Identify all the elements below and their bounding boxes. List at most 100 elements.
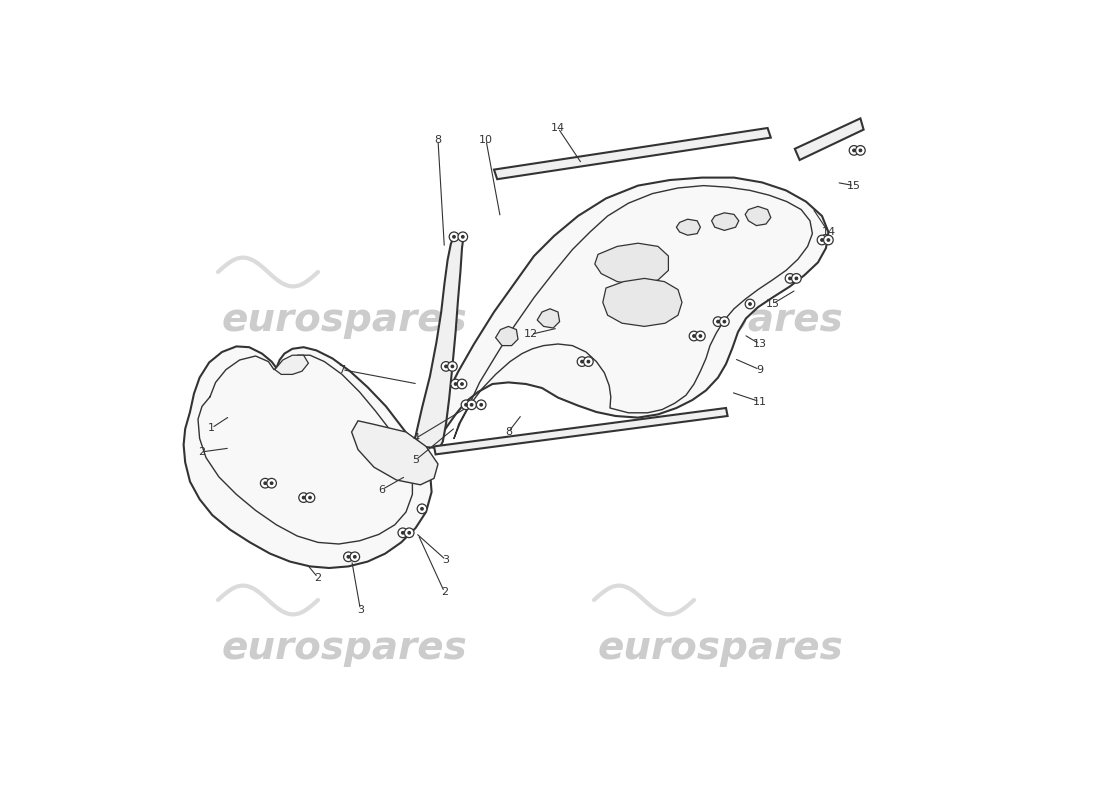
Text: 2: 2	[441, 587, 448, 597]
Polygon shape	[275, 355, 308, 374]
Polygon shape	[434, 408, 727, 454]
Circle shape	[271, 482, 273, 484]
Circle shape	[348, 555, 350, 558]
Text: 13: 13	[752, 339, 767, 349]
Polygon shape	[795, 118, 864, 160]
Text: 3: 3	[442, 555, 450, 565]
Circle shape	[353, 555, 356, 558]
Circle shape	[849, 146, 859, 155]
Circle shape	[309, 496, 311, 499]
Circle shape	[441, 362, 451, 371]
Circle shape	[581, 360, 583, 362]
Circle shape	[827, 238, 829, 242]
Circle shape	[267, 478, 276, 488]
Circle shape	[454, 383, 456, 386]
Polygon shape	[184, 346, 431, 568]
Polygon shape	[496, 326, 518, 346]
Circle shape	[792, 274, 801, 283]
Text: 14: 14	[551, 123, 565, 133]
Circle shape	[723, 321, 726, 322]
Text: 12: 12	[524, 330, 538, 339]
Circle shape	[453, 235, 455, 238]
Circle shape	[859, 149, 861, 152]
Text: eurospares: eurospares	[598, 629, 844, 667]
Circle shape	[480, 403, 483, 406]
Text: eurospares: eurospares	[598, 301, 844, 339]
Circle shape	[476, 400, 486, 410]
Circle shape	[717, 321, 719, 322]
Circle shape	[408, 532, 410, 534]
Polygon shape	[676, 219, 701, 235]
Circle shape	[824, 235, 833, 245]
Circle shape	[350, 552, 360, 562]
Circle shape	[451, 379, 461, 389]
Circle shape	[302, 496, 305, 499]
Text: 9: 9	[756, 365, 763, 374]
Polygon shape	[434, 178, 828, 444]
Circle shape	[449, 232, 459, 242]
Circle shape	[690, 331, 698, 341]
Circle shape	[587, 360, 590, 362]
Text: eurospares: eurospares	[222, 629, 468, 667]
Text: 2: 2	[315, 573, 321, 582]
Circle shape	[444, 365, 448, 367]
Circle shape	[471, 403, 473, 406]
Circle shape	[749, 302, 751, 305]
Text: 8: 8	[505, 427, 512, 437]
Circle shape	[745, 299, 755, 309]
Circle shape	[695, 331, 705, 341]
Text: 6: 6	[378, 485, 385, 494]
Circle shape	[461, 383, 463, 386]
Text: eurospares: eurospares	[222, 301, 468, 339]
Circle shape	[789, 277, 791, 280]
Text: 7: 7	[339, 365, 345, 374]
Circle shape	[421, 508, 424, 510]
Circle shape	[817, 235, 827, 245]
Text: 15: 15	[766, 299, 780, 309]
Circle shape	[578, 357, 586, 366]
Circle shape	[785, 274, 795, 283]
Circle shape	[405, 528, 414, 538]
Circle shape	[466, 400, 476, 410]
Polygon shape	[412, 236, 463, 448]
Text: 1: 1	[208, 423, 216, 433]
Circle shape	[343, 552, 353, 562]
Text: 5: 5	[412, 455, 419, 465]
Circle shape	[462, 235, 464, 238]
Circle shape	[693, 334, 695, 337]
Circle shape	[448, 362, 458, 371]
Circle shape	[402, 532, 404, 534]
Text: 14: 14	[822, 227, 836, 237]
Polygon shape	[745, 206, 771, 226]
Text: 4: 4	[412, 434, 419, 443]
Text: 8: 8	[434, 135, 441, 145]
Polygon shape	[595, 243, 669, 285]
Circle shape	[458, 379, 466, 389]
Circle shape	[700, 334, 702, 337]
Text: 3: 3	[356, 605, 364, 614]
Text: 10: 10	[478, 135, 493, 145]
Circle shape	[398, 528, 408, 538]
Circle shape	[264, 482, 266, 484]
Polygon shape	[494, 128, 771, 179]
Circle shape	[461, 400, 471, 410]
Circle shape	[305, 493, 315, 502]
Circle shape	[852, 149, 855, 152]
Text: 2: 2	[198, 447, 205, 457]
Polygon shape	[603, 278, 682, 326]
Circle shape	[417, 504, 427, 514]
Circle shape	[451, 365, 453, 367]
Circle shape	[821, 238, 823, 242]
Polygon shape	[712, 213, 739, 230]
Circle shape	[719, 317, 729, 326]
Circle shape	[795, 277, 798, 280]
Text: 15: 15	[847, 181, 861, 190]
Circle shape	[584, 357, 593, 366]
Circle shape	[465, 403, 468, 406]
Polygon shape	[352, 421, 438, 485]
Circle shape	[713, 317, 723, 326]
Circle shape	[299, 493, 308, 502]
Circle shape	[856, 146, 866, 155]
Circle shape	[261, 478, 270, 488]
Text: 11: 11	[752, 397, 767, 406]
